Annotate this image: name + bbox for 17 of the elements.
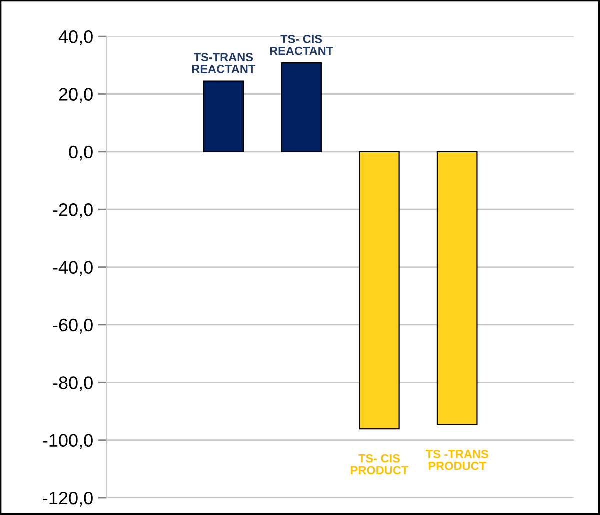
bar — [436, 151, 478, 426]
y-tick-label: 0,0 — [69, 146, 93, 161]
y-tick-label: 40,0 — [58, 30, 93, 46]
y-tick-label: -20,0 — [53, 204, 93, 218]
x-tick-label: TS- CIS PRODUCT — [351, 454, 409, 475]
y-tick-label: -100,0 — [43, 434, 93, 450]
y-tick-label: -80,0 — [53, 376, 93, 392]
y-tick-label: -40,0 — [53, 261, 93, 276]
x-tick-label: TS- CIS REACTANT — [270, 34, 334, 56]
y-tick-label: -120,0 — [43, 492, 93, 507]
y-tick-label: 20,0 — [59, 88, 93, 104]
y-tick-label: -60,0 — [53, 318, 93, 334]
x-tick-label: TS-TRANS REACTANT — [192, 53, 256, 74]
x-tick-label: TS -TRANS PRODUCT — [426, 450, 488, 470]
bar — [359, 151, 400, 430]
bar — [203, 80, 244, 152]
bar — [281, 62, 322, 152]
